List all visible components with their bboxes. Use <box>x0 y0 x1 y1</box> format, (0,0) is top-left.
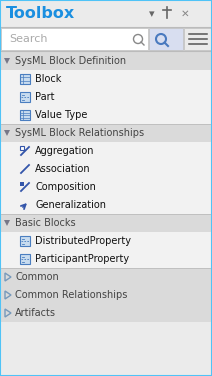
Text: Common Relationships: Common Relationships <box>15 290 127 300</box>
Text: ✕: ✕ <box>181 9 189 19</box>
Text: Composition: Composition <box>35 182 96 192</box>
Bar <box>1 214 211 232</box>
Text: Aggregation: Aggregation <box>35 146 95 156</box>
Bar <box>1 196 211 214</box>
Polygon shape <box>4 220 10 226</box>
Text: Artifacts: Artifacts <box>15 308 56 318</box>
Bar <box>20 236 30 246</box>
Text: DistributedProperty: DistributedProperty <box>35 236 131 246</box>
Bar <box>1 70 211 88</box>
Polygon shape <box>4 58 10 64</box>
Text: SysML Block Relationships: SysML Block Relationships <box>15 128 144 138</box>
Text: Part: Part <box>35 92 54 102</box>
Bar <box>20 110 30 120</box>
Bar <box>1 142 211 160</box>
Bar <box>1 232 211 250</box>
Bar <box>149 28 183 50</box>
Text: Value Type: Value Type <box>35 110 87 120</box>
Text: ParticipantProperty: ParticipantProperty <box>35 254 129 264</box>
Text: ▾: ▾ <box>149 9 155 19</box>
Bar <box>20 74 30 84</box>
Bar <box>1 286 211 304</box>
Bar <box>1 178 211 196</box>
Bar <box>1 88 211 106</box>
Text: Association: Association <box>35 164 91 174</box>
Bar <box>20 254 30 264</box>
Bar <box>1 268 211 286</box>
Text: Basic Blocks: Basic Blocks <box>15 218 76 228</box>
Text: SysML Block Definition: SysML Block Definition <box>15 56 126 66</box>
Text: Toolbox: Toolbox <box>6 6 75 21</box>
Bar <box>1 250 211 268</box>
Bar <box>184 28 211 50</box>
Bar <box>1 124 211 142</box>
Bar <box>20 92 30 102</box>
Bar <box>20 182 24 185</box>
Text: Common: Common <box>15 272 59 282</box>
Text: Generalization: Generalization <box>35 200 106 210</box>
Bar <box>20 146 24 150</box>
Bar <box>1 304 211 322</box>
Bar <box>1 1 211 27</box>
Bar <box>1 160 211 178</box>
Bar <box>1 28 148 50</box>
Bar <box>1 106 211 124</box>
Text: Block: Block <box>35 74 61 84</box>
Bar <box>1 52 211 70</box>
Text: Search: Search <box>9 34 47 44</box>
Polygon shape <box>4 130 10 136</box>
